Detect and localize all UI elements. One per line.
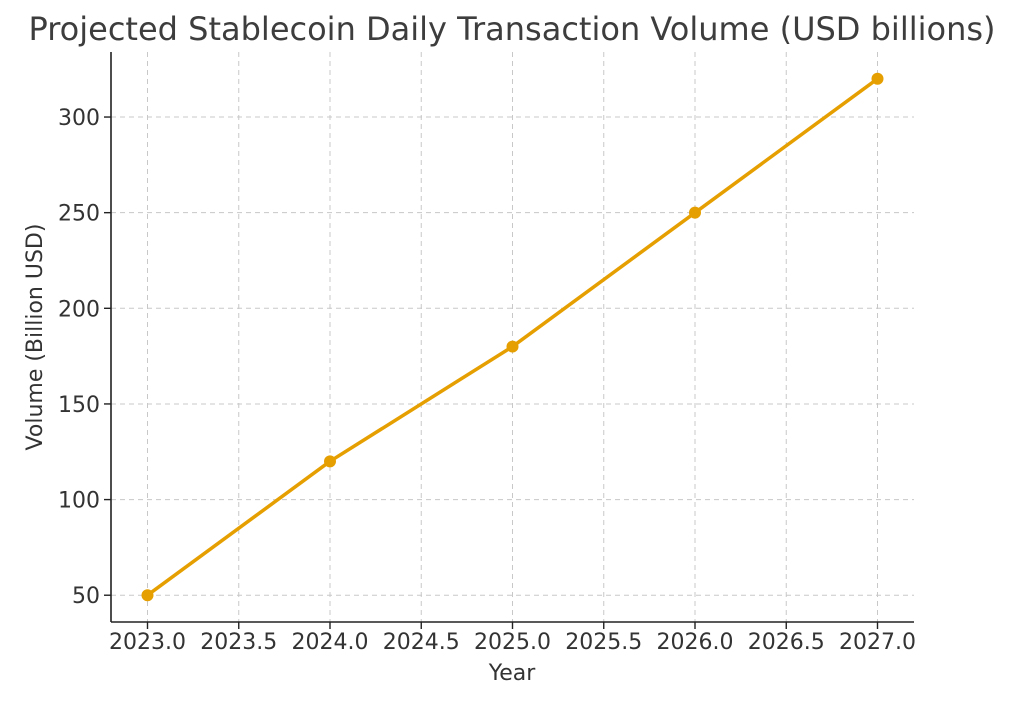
series-line [145,77,880,597]
y-tick-label: 100 [58,489,100,514]
x-tick-label: 2026.5 [748,630,825,655]
data-point [871,72,884,85]
data-point [324,455,336,468]
y-tick-label: 250 [58,202,100,227]
x-axis-label: Year [488,661,537,686]
x-tick-label: 2026.0 [657,630,734,655]
x-tick-label: 2025.5 [565,630,642,655]
y-axis-label: Volume (Billion USD) [23,224,48,451]
x-tick-label: 2023.0 [109,630,186,655]
y-tick-label: 50 [72,584,100,609]
series-layer [141,72,884,602]
y-tick-label: 200 [58,297,100,322]
grid-layer [111,52,914,622]
data-point [689,206,701,219]
data-point [141,589,154,602]
data-point [506,340,519,353]
x-tick-label: 2024.0 [292,630,369,655]
x-tick-label: 2023.5 [200,630,277,655]
x-tick-label: 2025.0 [474,630,551,655]
y-tick-label: 150 [58,393,100,418]
x-tick-label: 2027.0 [839,630,916,655]
chart-title: Projected Stablecoin Daily Transaction V… [28,10,996,48]
ticks-layer: 2023.0 2023.5 2024.0 2024.5 2025.0 2025.5 2026… [58,106,916,655]
x-tick-label: 2024.5 [383,630,460,655]
y-tick-label: 300 [58,106,100,131]
